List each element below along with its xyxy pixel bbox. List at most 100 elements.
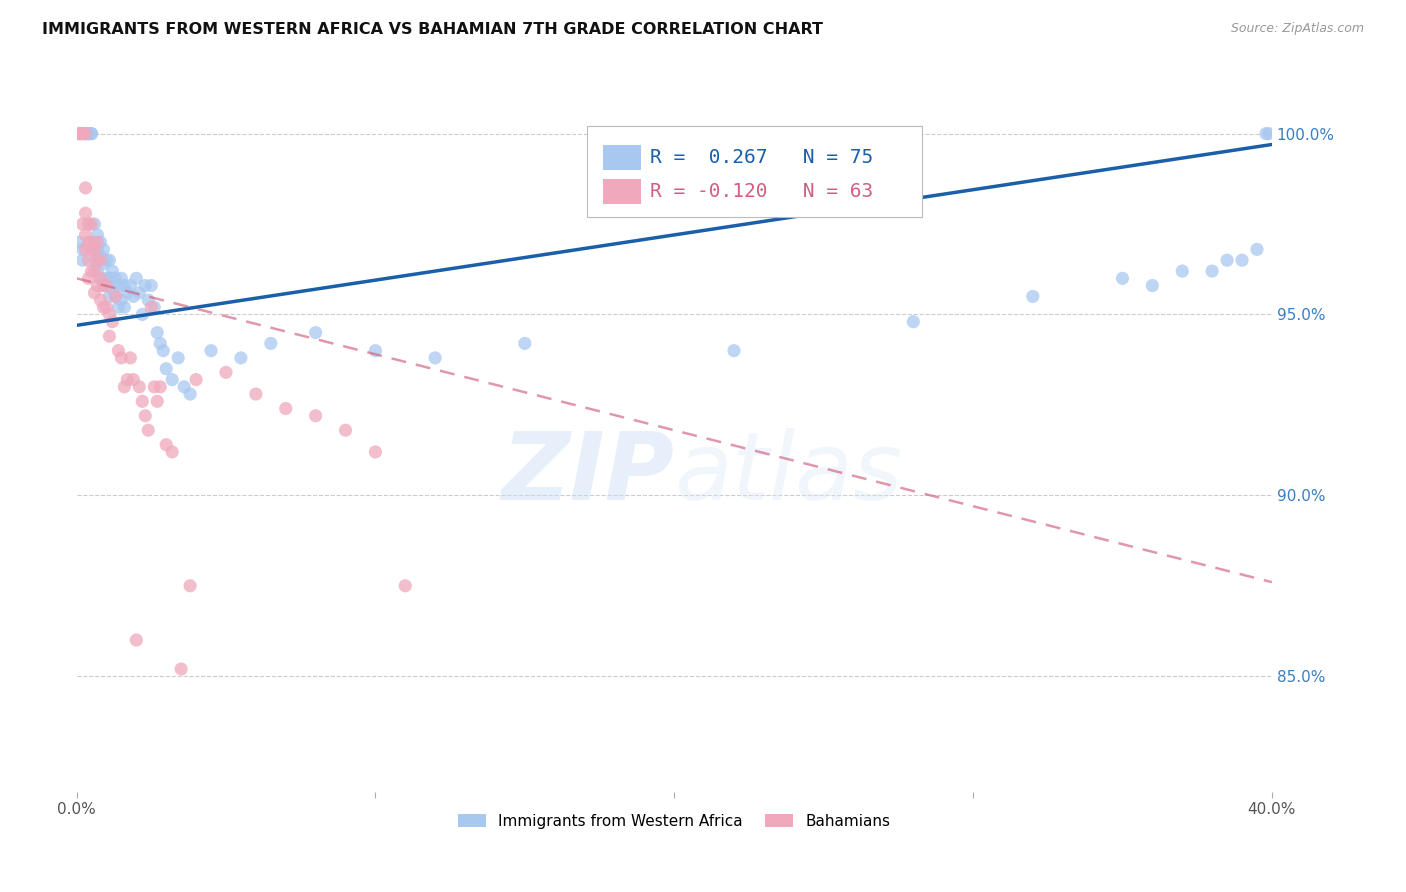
Point (98, 271, 121, 285)
Point (117, 373, 139, 387)
Point (149, 336, 172, 351)
Point (101, 264, 124, 278)
Point (77, 217, 100, 231)
Point (131, 394, 153, 409)
Point (903, 315, 925, 329)
Point (200, 343, 222, 358)
Point (134, 409, 156, 423)
Point (83, 235, 105, 249)
Point (1142, 278, 1164, 293)
Point (122, 289, 145, 303)
Point (184, 373, 207, 387)
Point (75, 127, 97, 141)
Point (394, 579, 416, 593)
Point (96, 253, 118, 268)
Point (425, 351, 447, 365)
Point (152, 343, 174, 358)
Point (107, 343, 129, 358)
Point (260, 336, 283, 351)
Point (89, 271, 111, 285)
Point (134, 278, 156, 293)
Point (215, 365, 238, 379)
Point (155, 361, 177, 376)
Point (96, 278, 118, 293)
Point (107, 278, 129, 293)
Point (104, 289, 127, 303)
Point (160, 373, 183, 387)
Point (364, 445, 387, 459)
FancyBboxPatch shape (603, 179, 641, 203)
Point (122, 373, 145, 387)
Point (86, 227, 108, 242)
Point (83, 253, 105, 268)
Point (69, 127, 91, 141)
Point (173, 380, 195, 394)
Point (86, 243, 108, 257)
Point (72, 253, 94, 268)
Point (245, 387, 267, 401)
Point (98, 289, 121, 303)
Point (1022, 289, 1045, 303)
Point (107, 300, 129, 314)
Point (93, 257, 115, 271)
Point (101, 315, 124, 329)
Point (77, 127, 100, 141)
Point (80, 127, 103, 141)
Point (89, 293, 111, 307)
Point (128, 285, 150, 300)
Point (128, 380, 150, 394)
Point (96, 271, 118, 285)
Point (1246, 243, 1268, 257)
Point (86, 253, 108, 268)
Text: R = -0.120   N = 63: R = -0.120 N = 63 (651, 182, 873, 201)
Text: R =  0.267   N = 75: R = 0.267 N = 75 (651, 148, 873, 167)
Point (98, 308, 121, 322)
Point (89, 253, 111, 268)
Point (75, 227, 97, 242)
Point (98, 253, 121, 268)
Point (723, 343, 745, 358)
Point (146, 326, 169, 340)
Point (125, 271, 148, 285)
Point (155, 438, 177, 452)
Point (1216, 253, 1239, 268)
Point (89, 235, 111, 249)
Point (1230, 253, 1253, 268)
Point (69, 235, 91, 249)
Point (72, 127, 94, 141)
Point (83, 243, 105, 257)
Point (136, 293, 159, 307)
Point (75, 181, 97, 195)
Point (110, 271, 132, 285)
Point (304, 409, 326, 423)
Point (143, 300, 166, 314)
Point (149, 380, 172, 394)
Point (77, 127, 100, 141)
Point (335, 423, 357, 437)
Point (143, 380, 166, 394)
Point (72, 217, 94, 231)
Point (141, 278, 163, 293)
Point (93, 243, 115, 257)
Point (72, 127, 94, 141)
Point (104, 289, 127, 303)
Point (120, 278, 142, 293)
Point (167, 351, 190, 365)
Point (131, 308, 153, 322)
Point (80, 217, 103, 231)
Point (89, 250, 111, 264)
Point (75, 127, 97, 141)
Point (1171, 264, 1194, 278)
Point (69, 127, 91, 141)
Text: IMMIGRANTS FROM WESTERN AFRICA VS BAHAMIAN 7TH GRADE CORRELATION CHART: IMMIGRANTS FROM WESTERN AFRICA VS BAHAMI… (42, 22, 823, 37)
Text: ZIP: ZIP (502, 427, 675, 520)
Point (75, 127, 97, 141)
Text: Source: ZipAtlas.com: Source: ZipAtlas.com (1230, 22, 1364, 36)
Point (179, 579, 201, 593)
Point (170, 662, 193, 676)
Point (364, 343, 387, 358)
Point (75, 206, 97, 220)
Point (98, 329, 121, 343)
FancyBboxPatch shape (603, 145, 641, 169)
Point (112, 380, 135, 394)
